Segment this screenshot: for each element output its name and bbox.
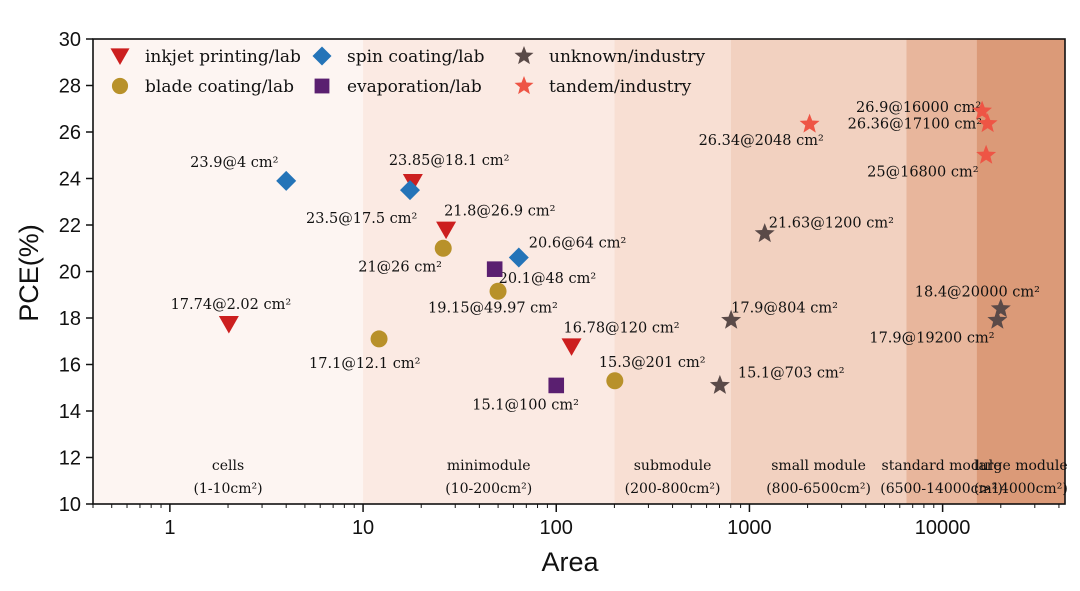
data-point-marker [606,372,624,390]
region-range-label: (200-800cm²) [625,481,721,497]
y-axis-title: PCE(%) [14,224,44,322]
y-tick-label: 12 [59,448,81,470]
data-point-label: 21.8@26.9 cm² [444,204,555,220]
region-range-label: (6500-14000cm²) [880,481,1003,497]
data-point-marker [508,247,529,268]
legend-marker [514,46,534,65]
legend-entry-label: inkjet printing/lab [145,47,301,67]
data-point-label: 17.74@2.02 cm² [171,297,292,313]
data-point-label: 23.9@4 cm² [190,155,278,171]
data-point-label: 21@26 cm² [358,259,442,275]
y-tick-label: 24 [59,169,81,191]
x-tick-label: 10000 [915,517,971,539]
data-point-marker [561,338,582,356]
region-label: cells [212,458,244,474]
legend-marker [111,77,129,95]
data-point-marker [276,170,297,191]
y-tick-label: 20 [59,262,81,284]
axes: 10 12 14 16 18 20 22 24 26 28 30 1 10 100 1000 10000 [59,29,1066,539]
region-range-label: (800-6500cm²) [766,481,871,497]
data-point-marker [548,377,565,394]
y-tick-label: 18 [59,308,81,330]
data-points [218,100,1011,394]
y-tick-label: 10 [59,494,81,516]
data-point-marker [486,261,503,277]
data-point-marker [400,180,421,201]
legend-entry-label: tandem/industry [549,77,692,97]
data-point-marker [990,298,1011,318]
region-label: submodule [634,458,712,474]
region-band [906,39,977,504]
region-label: minimodule [447,458,531,474]
legend-marker [314,78,330,94]
data-point-marker [754,223,775,243]
data-point-marker [370,330,388,348]
data-point-marker [987,309,1008,329]
data-point-marker [972,100,992,120]
data-point-marker [402,173,423,192]
x-tick-label: 10 [352,517,374,539]
data-point-label: 23.85@18.1 cm² [389,153,510,169]
legend-marker [110,48,130,66]
y-tick-label: 26 [59,122,81,144]
y-tick-label: 22 [59,215,81,237]
region-band [976,39,1065,504]
data-point-marker [218,316,239,334]
legend-marker [312,46,332,66]
data-point-label: 15.1@100 cm² [472,397,579,413]
legend-entry-label: spin coating/lab [347,47,485,67]
region-label: small module [771,458,866,474]
data-point-label: 23.5@17.5 cm² [306,211,417,227]
data-point-marker [489,282,507,300]
region-band [93,39,364,504]
data-point-label: 19.15@49.97 cm² [428,300,558,316]
data-point-label: 20.1@48 cm² [499,271,597,287]
data-point-label: 26.9@16000 cm² [856,100,981,116]
y-tick-label: 30 [59,29,81,51]
data-point-marker [977,113,998,133]
region-labels: cells (1-10cm²) minimodule (10-200cm²) submo… [193,458,1067,497]
data-point-marker [799,113,820,133]
legend-entry-label: blade coating/lab [145,77,294,97]
legend-entry-label: evaporation/lab [347,77,482,97]
data-point-label: 17.9@19200 cm² [869,330,994,346]
x-tick-label: 100 [540,517,573,539]
x-tick-label: 1 [164,517,175,539]
point-annotations: 17.74@2.02 cm² 23.85@18.1 cm² 21.8@26.9 cm… [171,100,1040,413]
y-tick-label: 16 [59,355,81,377]
region-label: standard module [882,458,1002,474]
y-tick-label: 14 [59,401,81,423]
data-point-label: 17.1@12.1 cm² [309,356,420,372]
x-axis-title: Area [541,547,599,577]
legend-entry-label: unknown/industry [549,47,706,67]
data-point-marker [434,239,452,257]
region-band [614,39,731,504]
region-range-label: (>14000cm²) [974,481,1068,497]
data-point-label: 15.1@703 cm² [738,365,845,381]
legend-marker [514,76,534,95]
legend: inkjet printing/lab spin coating/lab unkno… [110,46,706,97]
data-point-marker [721,309,742,329]
region-range-label: (10-200cm²) [445,481,532,497]
data-point-label: 20.6@64 cm² [529,236,627,252]
data-point-label: 26.34@2048 cm² [699,133,824,149]
region-label: large module [974,458,1068,474]
data-point-label: 17.9@804 cm² [731,300,838,316]
data-point-marker [436,221,457,240]
data-point-marker [976,144,997,164]
data-point-label: 21.63@1200 cm² [769,216,894,232]
data-point-label: 15.3@201 cm² [599,355,706,371]
y-tick-label: 28 [59,76,81,98]
data-point-label: 16.78@120 cm² [564,320,680,336]
region-range-label: (1-10cm²) [193,481,262,497]
data-point-label: 26.36@17100 cm² [848,117,982,133]
data-point-label: 18.4@20000 cm² [915,285,1040,301]
region-band [730,39,907,504]
x-tick-label: 1000 [727,517,772,539]
data-point-label: 25@16800 cm² [867,164,978,180]
data-point-marker [709,374,730,394]
